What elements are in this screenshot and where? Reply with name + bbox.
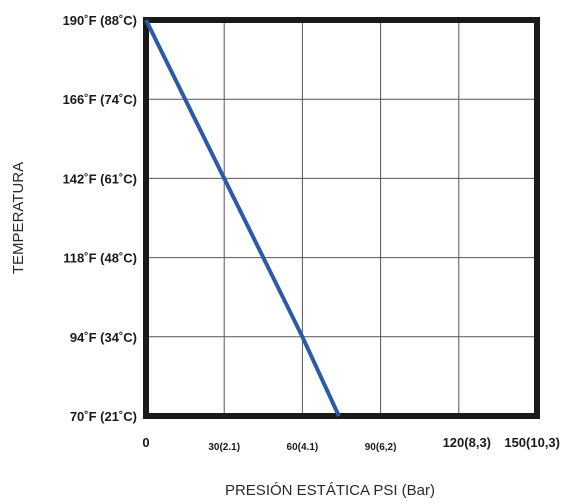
grid (146, 20, 537, 416)
x-tick-label: 0 (142, 435, 149, 450)
y-axis-label: TEMPERATURA (10, 162, 27, 274)
x-tick-label: 30(2.1) (208, 442, 240, 453)
x-tick-label: 120(8,3) (443, 435, 491, 450)
y-tick-label: 70˚F (21˚C) (70, 409, 137, 424)
plot-frame (143, 17, 540, 419)
x-tick-label: 150(10,3) (504, 435, 560, 450)
x-tick-labels: 0 30(2.1) 60(4.1) 90(6,2) 120(8,3) 150(10,3) (142, 435, 560, 453)
series-layer (144, 19, 341, 417)
y-tick-label: 166˚F (74˚C) (63, 92, 137, 107)
y-tick-label: 118˚F (48˚C) (63, 251, 137, 266)
series-line (144, 19, 341, 417)
y-tick-label: 190˚F (88˚C) (63, 13, 137, 28)
y-tick-labels: 70˚F (21˚C) 94˚F (34˚C) 118˚F (48˚C) 142˚F … (63, 13, 137, 424)
y-tick-label: 94˚F (34˚C) (70, 330, 137, 345)
x-tick-label: 60(4.1) (287, 442, 319, 453)
x-axis-label: PRESIÓN ESTÁTICA PSI (Bar) (225, 482, 435, 499)
y-tick-label: 142˚F (61˚C) (63, 171, 137, 186)
x-tick-label: 90(6,2) (365, 442, 397, 453)
